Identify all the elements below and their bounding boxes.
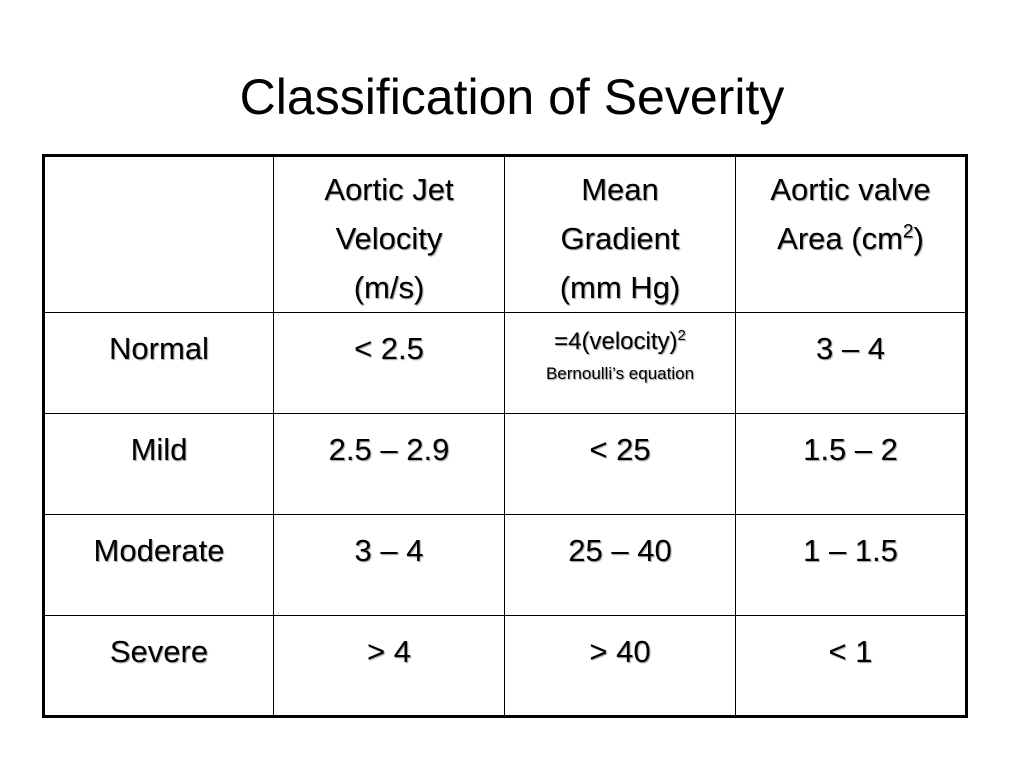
area-severe: < 1: [735, 615, 967, 717]
row-label-normal: Normal: [43, 312, 274, 414]
header-gradient: Mean Gradient (mm Hg): [504, 155, 736, 313]
gradient-formula-superscript: 2: [677, 327, 686, 344]
header-area-suffix: ): [913, 221, 924, 256]
table-row-normal: Normal < 2.5 =4(velocity)2 Bernoulli’s e…: [43, 312, 967, 414]
header-area-superscript: 2: [902, 221, 914, 243]
velocity-moderate: 3 – 4: [273, 514, 505, 616]
gradient-mild: < 25: [504, 413, 736, 515]
row-label-moderate: Moderate: [43, 514, 274, 616]
velocity-normal: < 2.5: [273, 312, 505, 414]
header-area: Aortic valve Area (cm2): [735, 155, 967, 313]
header-area-prefix: Area (cm: [777, 221, 903, 256]
header-velocity: Aortic Jet Velocity (m/s): [273, 155, 505, 313]
severity-classification-table: Aortic Jet Velocity (m/s) Mean Gradient …: [42, 154, 968, 718]
header-velocity-line: Aortic Jet: [324, 172, 454, 207]
table-row-moderate: Moderate 3 – 4 25 – 40 1 – 1.5: [43, 514, 967, 616]
header-gradient-line: Gradient: [560, 221, 680, 256]
gradient-formula-text: =4(velocity): [554, 328, 678, 355]
gradient-formula-note: Bernoulli’s equation: [545, 364, 695, 383]
table-row-mild: Mild 2.5 – 2.9 < 25 1.5 – 2: [43, 413, 967, 515]
slide-title: Classification of Severity: [239, 69, 785, 125]
velocity-mild: 2.5 – 2.9: [273, 413, 505, 515]
header-gradient-line: (mm Hg): [559, 270, 681, 305]
row-label-severe: Severe: [43, 615, 274, 717]
gradient-formula: =4(velocity)2: [509, 325, 731, 359]
area-moderate: 1 – 1.5: [735, 514, 967, 616]
header-area-line: Area (cm2): [740, 214, 961, 263]
gradient-severe: > 40: [504, 615, 736, 717]
table-row-severe: Severe > 4 > 40 < 1: [43, 615, 967, 717]
header-row: Aortic Jet Velocity (m/s) Mean Gradient …: [43, 155, 967, 313]
area-normal: 3 – 4: [735, 312, 967, 414]
area-mild: 1.5 – 2: [735, 413, 967, 515]
header-gradient-line: Mean: [581, 172, 659, 207]
header-blank-cell: [43, 155, 274, 313]
gradient-moderate: 25 – 40: [504, 514, 736, 616]
header-velocity-line: Velocity: [335, 221, 443, 256]
gradient-normal: =4(velocity)2 Bernoulli’s equation: [504, 312, 736, 414]
row-label-mild: Mild: [43, 413, 274, 515]
header-velocity-line: (m/s): [353, 270, 425, 305]
header-area-line: Aortic valve: [770, 172, 931, 207]
velocity-severe: > 4: [273, 615, 505, 717]
